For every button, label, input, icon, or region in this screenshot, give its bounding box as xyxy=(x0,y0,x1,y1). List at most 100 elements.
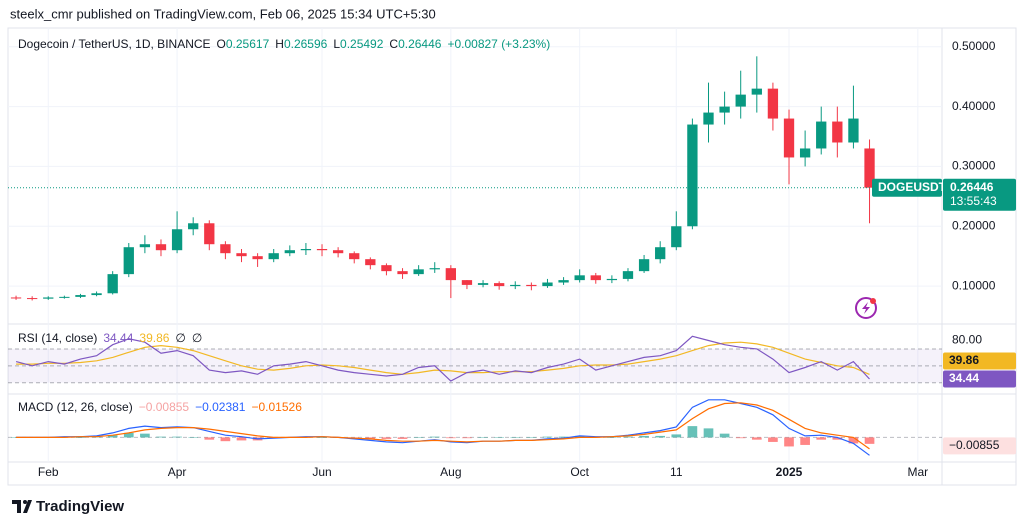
candle-body xyxy=(284,250,295,254)
price-tag: 0.26446 xyxy=(950,180,994,194)
histogram-bar xyxy=(220,437,231,442)
candle-body xyxy=(767,88,779,119)
candle-body xyxy=(91,293,102,296)
y-tick-label: 0.30000 xyxy=(952,159,996,173)
x-tick-label: 11 xyxy=(670,465,683,479)
histogram-bar xyxy=(784,437,794,447)
legend-title: Dogecoin / TetherUS, 1D, BINANCE xyxy=(18,37,211,51)
candle-body xyxy=(155,244,167,251)
change: +0.00827 (+3.23%) xyxy=(447,37,550,51)
histogram-bar xyxy=(639,435,649,438)
countdown: 13:55:43 xyxy=(950,194,997,208)
candle-body xyxy=(751,88,762,95)
histogram-bar xyxy=(172,436,182,438)
candle-body xyxy=(397,271,408,275)
value-tag-bg xyxy=(943,370,1016,388)
ohlc-value: 0.26446 xyxy=(398,37,442,51)
candle-body xyxy=(494,283,505,287)
histogram-bar xyxy=(75,437,86,438)
candle-body xyxy=(799,148,811,158)
rsi-line xyxy=(16,341,870,375)
candle-body xyxy=(139,244,151,248)
value-tag: 34.44 xyxy=(949,371,979,385)
candle-body xyxy=(43,297,54,299)
candle-body xyxy=(75,295,86,297)
histogram-bar xyxy=(800,437,810,445)
histogram-bar xyxy=(816,437,827,440)
histogram-bar xyxy=(751,437,762,440)
candle-body xyxy=(252,256,263,260)
histogram-bar xyxy=(558,436,569,438)
candle-body xyxy=(816,121,827,149)
histogram-bar xyxy=(365,437,376,439)
candle-body xyxy=(107,274,118,294)
candle-body xyxy=(445,268,456,281)
x-tick-label: 2025 xyxy=(776,465,803,479)
histogram-bar xyxy=(381,437,392,439)
candle-body xyxy=(413,269,424,275)
legend-value: ∅ xyxy=(192,331,202,345)
candle-body xyxy=(558,280,569,283)
chart-frame xyxy=(7,27,1017,486)
value-tag: 39.86 xyxy=(949,353,979,367)
x-tick-label: Apr xyxy=(168,465,187,479)
histogram-bar xyxy=(623,436,633,438)
x-tick-label: Aug xyxy=(440,465,461,479)
candle-body xyxy=(687,124,698,227)
value-tag: −0.00855 xyxy=(949,438,1000,452)
legend: RSI (14, close) 34.44 39.86 ∅ ∅ xyxy=(18,331,202,345)
legend-title: RSI (14, close) xyxy=(18,331,97,345)
candle-body xyxy=(316,249,328,251)
histogram-bar xyxy=(510,437,521,438)
legend: Dogecoin / TetherUS, 1D, BINANCE O0.25617… xyxy=(18,37,550,51)
candle-body xyxy=(574,275,585,281)
candle-body xyxy=(735,94,746,107)
histogram-bar xyxy=(413,437,424,438)
candle-body xyxy=(864,148,875,188)
candle-body xyxy=(510,284,521,287)
candle-body xyxy=(381,265,392,272)
x-tick-label: Oct xyxy=(570,465,589,479)
candle-body xyxy=(703,112,714,125)
legend-value: −0.02381 xyxy=(195,400,246,414)
ohlc-label: L xyxy=(333,37,340,51)
alert-icon[interactable] xyxy=(855,297,877,319)
histogram-bar xyxy=(317,437,327,438)
candle-body xyxy=(236,253,247,257)
publisher-line: steelx_cmr published on TradingView.com,… xyxy=(10,6,436,21)
histogram-bar xyxy=(140,433,150,438)
y-tick-label: 0.20000 xyxy=(952,218,996,232)
histogram-bar xyxy=(462,437,472,439)
logo-mark xyxy=(12,500,32,513)
candle-body xyxy=(204,223,215,245)
price-tag-bg xyxy=(943,178,1016,211)
legend-title: MACD (12, 26, close) xyxy=(18,400,133,414)
histogram-bar xyxy=(607,437,617,438)
value-tag-bg xyxy=(943,352,1016,370)
histogram-bar xyxy=(735,437,746,439)
candle-body xyxy=(832,121,843,143)
candle-body xyxy=(220,244,231,254)
rsi-line xyxy=(15,335,870,382)
y-tick-label: 0.10000 xyxy=(952,278,996,292)
logo-dot xyxy=(23,500,27,504)
ohlc-value: 0.26596 xyxy=(284,37,328,51)
histogram-bar xyxy=(832,437,843,440)
histogram-bar xyxy=(719,433,730,438)
histogram-bar xyxy=(864,437,875,444)
histogram-bar xyxy=(397,437,408,439)
histogram-bar xyxy=(542,436,553,438)
y-tick-label: 0.50000 xyxy=(952,39,996,53)
histogram-bar xyxy=(204,437,215,440)
candle-body xyxy=(638,259,650,272)
symbol-tag-bg xyxy=(872,178,942,197)
candle-body xyxy=(719,106,730,113)
alert-bolt xyxy=(862,302,870,314)
histogram-bar xyxy=(703,428,714,438)
candle-body xyxy=(300,249,312,251)
candle-body xyxy=(590,275,601,281)
footer-logo[interactable]: TradingView xyxy=(12,498,124,515)
candle-body xyxy=(477,283,489,285)
histogram-bar xyxy=(188,437,199,438)
ohlc-label: C xyxy=(389,37,398,51)
